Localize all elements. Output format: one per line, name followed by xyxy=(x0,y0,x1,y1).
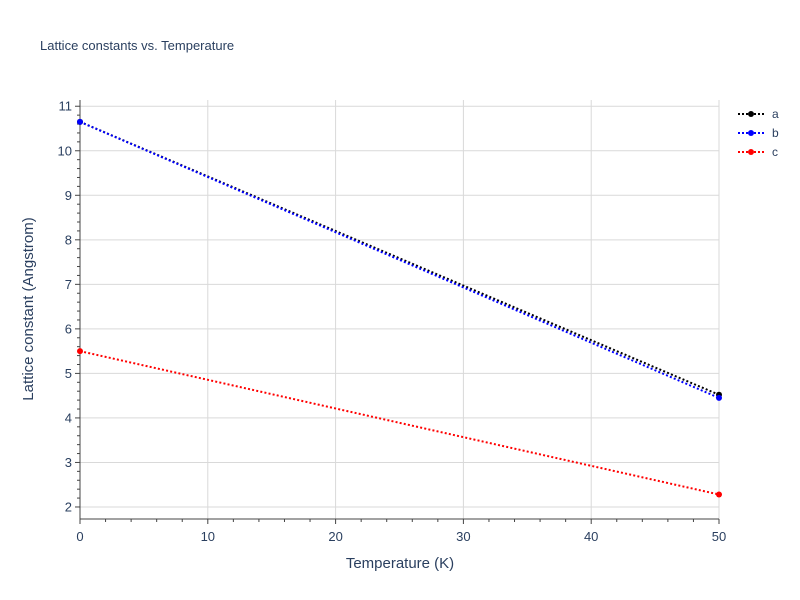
chart-title: Lattice constants vs. Temperature xyxy=(40,38,234,53)
axes: 0 10 20 30 40 50 2 3 4 5 6 7 8 9 10 11 xyxy=(58,99,727,544)
y-tick-label: 2 xyxy=(65,499,72,514)
data-point-b xyxy=(716,394,722,401)
x-tick-label: 30 xyxy=(456,529,470,544)
y-tick-label: 9 xyxy=(65,188,72,203)
y-axis-title: Lattice constant (Angstrom) xyxy=(20,217,37,400)
x-axis-title: Temperature (K) xyxy=(346,555,454,572)
data-point-c xyxy=(716,491,722,498)
grid xyxy=(80,100,720,519)
legend-label: b xyxy=(772,126,779,140)
legend-item-c[interactable]: c xyxy=(738,145,778,159)
series-line-c xyxy=(79,350,720,496)
x-tick-label: 10 xyxy=(201,529,215,544)
y-tick-label: 3 xyxy=(65,455,72,470)
legend-marker xyxy=(748,130,754,136)
y-tick-label: 10 xyxy=(58,143,72,158)
legend-label: a xyxy=(772,107,779,121)
y-tick-label: 11 xyxy=(59,99,73,114)
legend-item-a[interactable]: a xyxy=(738,107,779,121)
legend-item-b[interactable]: b xyxy=(738,126,779,140)
x-tick-label: 50 xyxy=(712,529,726,544)
series-line-b xyxy=(79,120,720,399)
y-tick-label: 8 xyxy=(65,232,72,247)
x-tick-label: 0 xyxy=(76,529,83,544)
legend-marker xyxy=(748,149,754,155)
y-tick-label: 4 xyxy=(65,410,72,425)
y-tick-label: 7 xyxy=(65,277,72,292)
y-tick-label: 5 xyxy=(65,366,72,381)
legend-label: c xyxy=(772,145,778,159)
data-point-c xyxy=(77,348,83,355)
plot-area xyxy=(77,118,722,498)
legend[interactable]: abc xyxy=(738,107,779,159)
series-line-a xyxy=(79,120,720,396)
legend-marker xyxy=(748,111,754,117)
x-tick-label: 20 xyxy=(328,529,342,544)
y-tick-label: 6 xyxy=(65,321,72,336)
x-tick-label: 40 xyxy=(584,529,598,544)
data-point-b xyxy=(77,118,83,125)
